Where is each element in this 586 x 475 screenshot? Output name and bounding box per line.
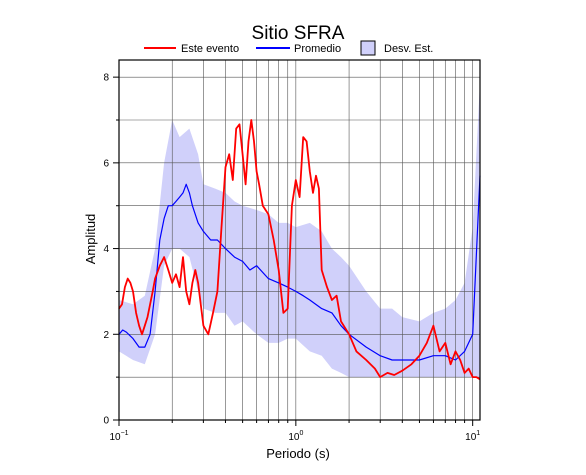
- y-tick-label: 0: [103, 416, 109, 427]
- chart-title: Sitio SFRA: [252, 23, 345, 44]
- legend-label-este-evento: Este evento: [181, 43, 239, 55]
- plot-area: [118, 59, 481, 421]
- legend-swatch-desv-est: [360, 40, 376, 56]
- legend: Este evento Promedio Desv. Est.: [144, 40, 433, 56]
- plot-frame: [118, 59, 481, 421]
- series-line-este-evento: [118, 119, 481, 381]
- y-axis: 0 2 4 6 8: [103, 73, 119, 427]
- y-tick-label: 6: [103, 158, 109, 169]
- legend-entry-este-evento: Este evento: [144, 43, 239, 55]
- y-tick-label: 4: [103, 244, 109, 255]
- x-tick-label: 10−1: [109, 430, 128, 443]
- x-axis: 10−1 100 101: [109, 420, 480, 443]
- x-axis-label: Periodo (s): [266, 446, 330, 461]
- legend-label-promedio: Promedio: [294, 43, 341, 55]
- x-tick-label: 100: [288, 430, 303, 443]
- band-layer: [119, 81, 480, 378]
- y-tick-label: 2: [103, 330, 109, 341]
- series-line-promedio: [118, 175, 481, 361]
- legend-label-desv-est: Desv. Est.: [384, 43, 433, 55]
- series-layer: [118, 119, 481, 381]
- legend-entry-promedio: Promedio: [256, 43, 341, 55]
- y-axis-label: Amplitud: [83, 214, 98, 265]
- std-band: [119, 81, 480, 378]
- legend-entry-desv-est: Desv. Est.: [360, 40, 433, 56]
- y-tick-label: 8: [103, 73, 109, 84]
- x-tick-label: 101: [465, 430, 480, 443]
